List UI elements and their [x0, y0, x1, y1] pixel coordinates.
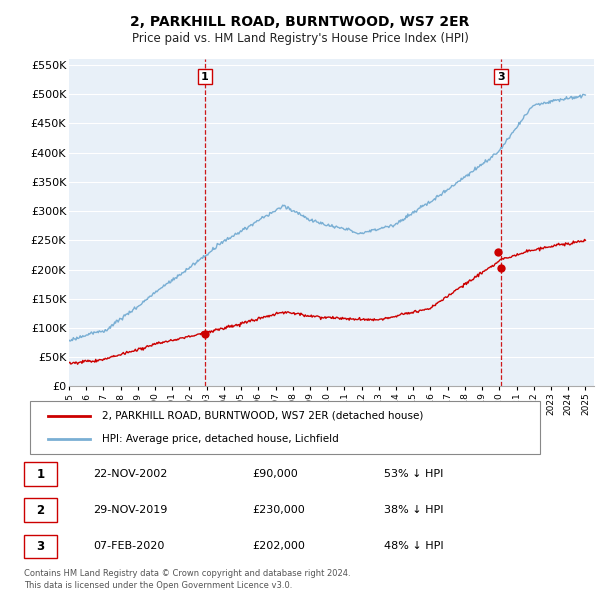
Text: £230,000: £230,000: [252, 505, 305, 515]
Text: £90,000: £90,000: [252, 469, 298, 479]
Text: 53% ↓ HPI: 53% ↓ HPI: [384, 469, 443, 479]
Text: 1: 1: [37, 468, 44, 481]
Text: 1: 1: [201, 71, 209, 81]
Bar: [24, 463, 57, 486]
Text: 3: 3: [497, 71, 505, 81]
Text: £202,000: £202,000: [252, 541, 305, 551]
Text: 2, PARKHILL ROAD, BURNTWOOD, WS7 2ER: 2, PARKHILL ROAD, BURNTWOOD, WS7 2ER: [130, 15, 470, 29]
Text: Price paid vs. HM Land Registry's House Price Index (HPI): Price paid vs. HM Land Registry's House …: [131, 32, 469, 45]
Text: 22-NOV-2002: 22-NOV-2002: [93, 469, 167, 479]
Bar: [24, 499, 57, 522]
Text: HPI: Average price, detached house, Lichfield: HPI: Average price, detached house, Lich…: [102, 434, 339, 444]
Text: 48% ↓ HPI: 48% ↓ HPI: [384, 541, 443, 551]
Text: 07-FEB-2020: 07-FEB-2020: [93, 541, 164, 551]
Text: Contains HM Land Registry data © Crown copyright and database right 2024.: Contains HM Land Registry data © Crown c…: [24, 569, 350, 578]
Text: This data is licensed under the Open Government Licence v3.0.: This data is licensed under the Open Gov…: [24, 581, 292, 590]
Bar: [30, 401, 540, 454]
Text: 29-NOV-2019: 29-NOV-2019: [93, 505, 167, 515]
Text: 2: 2: [37, 504, 44, 517]
Bar: [24, 535, 57, 558]
Text: 38% ↓ HPI: 38% ↓ HPI: [384, 505, 443, 515]
Text: 3: 3: [37, 540, 44, 553]
Text: 2, PARKHILL ROAD, BURNTWOOD, WS7 2ER (detached house): 2, PARKHILL ROAD, BURNTWOOD, WS7 2ER (de…: [102, 411, 424, 421]
